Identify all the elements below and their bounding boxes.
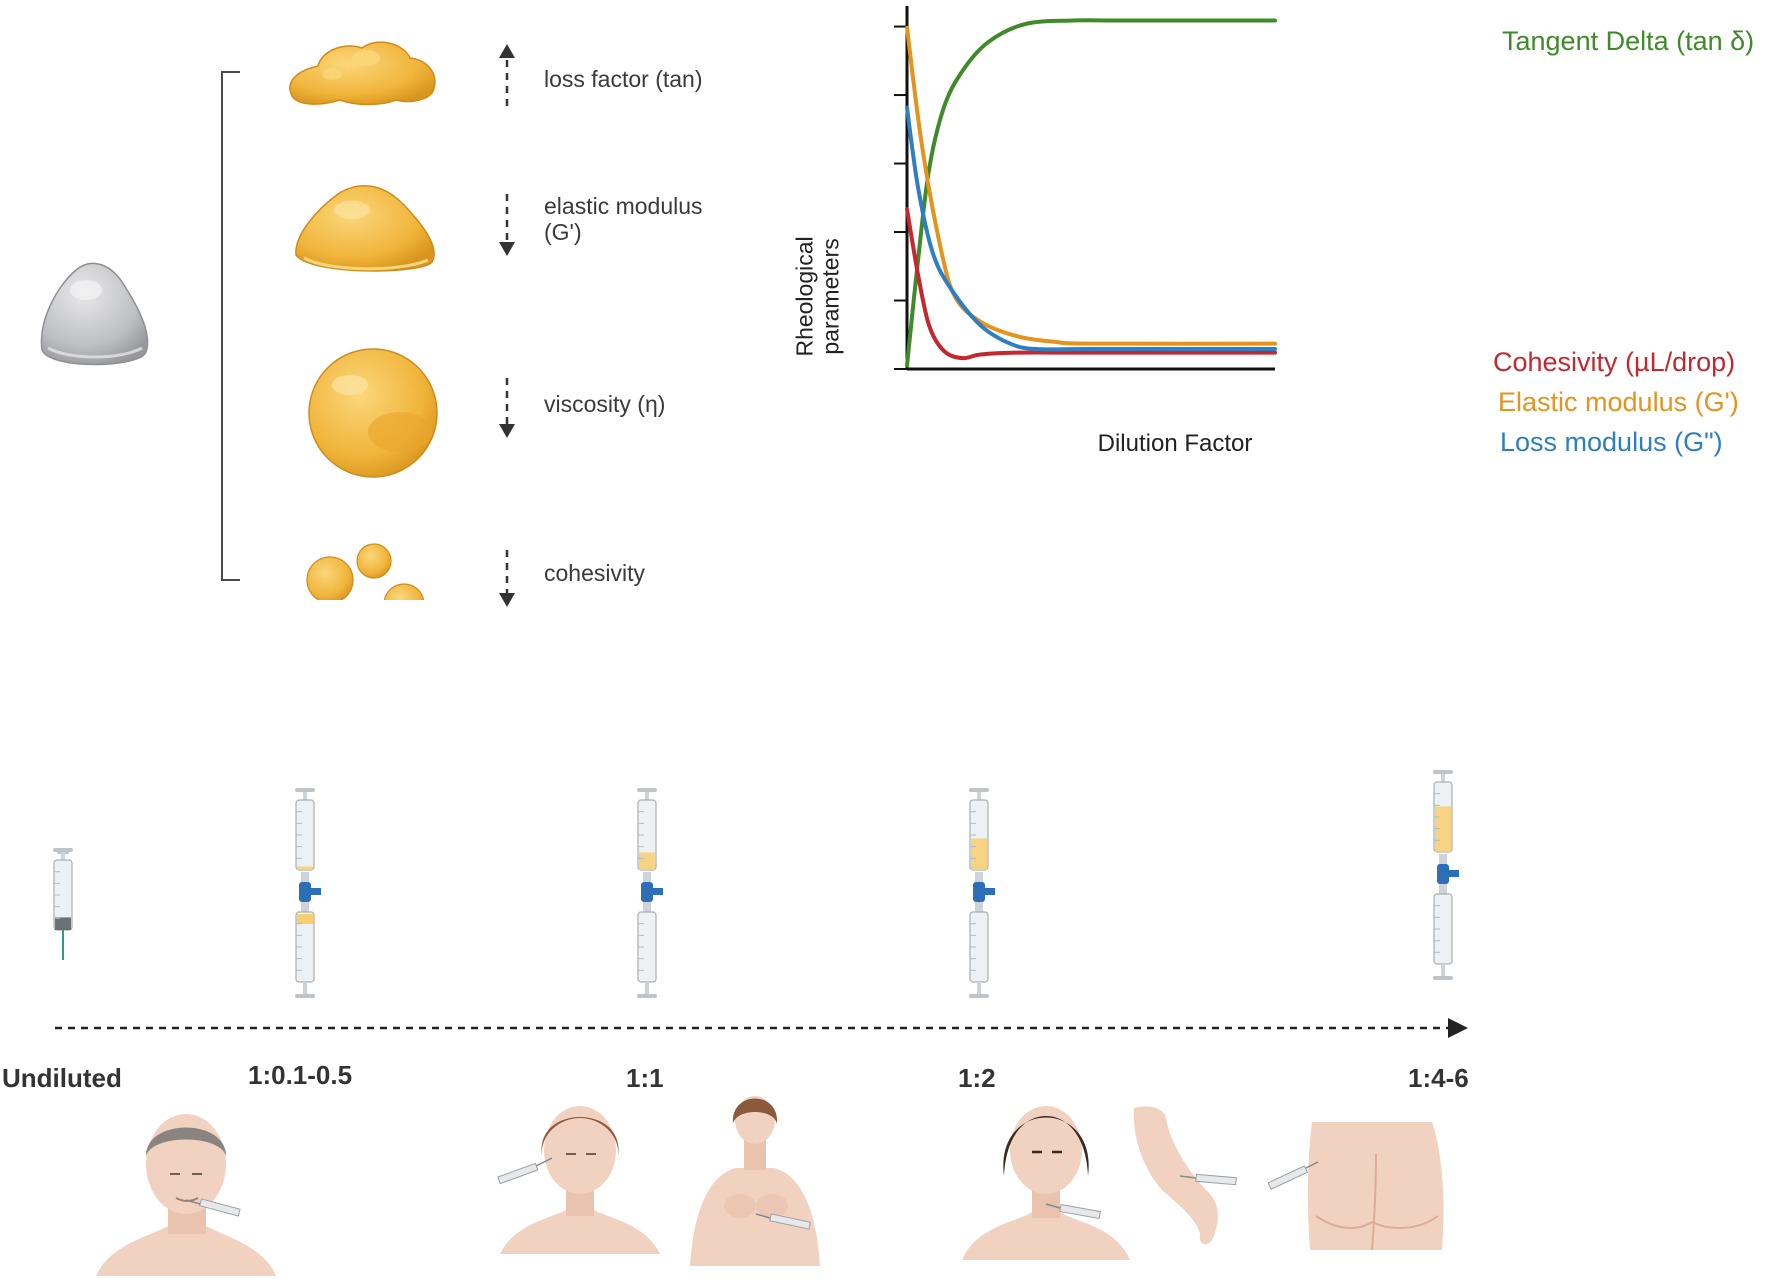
rheology-chart <box>894 6 1277 371</box>
timeline-arrowhead-icon <box>1448 1018 1468 1038</box>
y-axis-label-line2: parameters <box>818 238 844 355</box>
syringe-icon <box>185 1198 241 1217</box>
property-label-cohesivity: cohesivity <box>544 560 645 586</box>
syringe-icon <box>1267 1161 1319 1190</box>
female-patient-neck-icon <box>962 1106 1130 1260</box>
gel-properties-panel <box>40 41 515 600</box>
dilution-label-3: 1:2 <box>958 1063 996 1093</box>
droplets-icon <box>306 543 425 600</box>
series-line-elastic-modulus-g <box>905 25 1277 346</box>
connected-syringes-icon <box>637 788 663 998</box>
female-patient-face-icon <box>497 1106 660 1254</box>
increase-arrow-icon <box>499 44 515 106</box>
decrease-arrow-icon <box>499 378 515 438</box>
property-label-loss-factor: loss factor (tan) <box>544 66 703 92</box>
single-syringe-icon <box>53 848 73 960</box>
dilution-label-undiluted: Undiluted <box>2 1063 122 1093</box>
connected-syringes-icon <box>295 788 321 998</box>
syringe-icon <box>497 1157 553 1185</box>
property-label-elastic-modulus: elastic modulus (G') <box>544 193 703 246</box>
female-patient-torso-icon <box>690 1096 820 1266</box>
decrease-arrow-icon <box>499 194 515 256</box>
legend-loss-modulus: Loss modulus (G") <box>1500 427 1723 457</box>
series-line-cohesivity-l-drop <box>905 207 1277 361</box>
property-label-viscosity: viscosity (η) <box>544 391 666 417</box>
syringe-icon <box>1179 1173 1237 1186</box>
dilution-timeline <box>53 770 1468 1038</box>
x-axis-label: Dilution Factor <box>1097 430 1253 457</box>
syringe-icon <box>1045 1203 1101 1220</box>
dilution-label-4: 1:4-6 <box>1408 1063 1469 1093</box>
decrease-arrow-icon <box>499 550 515 607</box>
y-axis-label-line1: Rheological <box>791 236 818 357</box>
legend-elastic-modulus: Elastic modulus (G') <box>1498 387 1739 417</box>
series-line-tangent-delta-tan <box>905 18 1277 368</box>
arm-injection-icon <box>1133 1106 1237 1245</box>
chart-lines <box>905 18 1277 368</box>
syringe-icon <box>755 1213 811 1230</box>
series-line-loss-modulus-g <box>905 105 1277 352</box>
grouping-bracket <box>221 71 240 581</box>
legend-tangent-delta: Tangent Delta (tan δ) <box>1502 26 1755 56</box>
buttocks-injection-icon <box>1267 1122 1444 1251</box>
connected-syringes-icon <box>969 788 995 998</box>
dilution-label-2: 1:1 <box>626 1063 664 1093</box>
hydrogel-dome-icon <box>40 262 149 366</box>
older-male-patient-icon <box>96 1114 276 1276</box>
sphere-gel-icon <box>308 348 438 478</box>
treatment-illustrations <box>96 1096 1444 1276</box>
dilution-label-1: 1:0.1-0.5 <box>248 1060 353 1090</box>
irregular-gel-icon <box>289 41 436 106</box>
chart-axes <box>894 6 1275 371</box>
dome-gel-icon <box>295 185 435 272</box>
legend-cohesivity: Cohesivity (µL/drop) <box>1493 347 1736 377</box>
connected-syringes-icon <box>1433 770 1459 980</box>
